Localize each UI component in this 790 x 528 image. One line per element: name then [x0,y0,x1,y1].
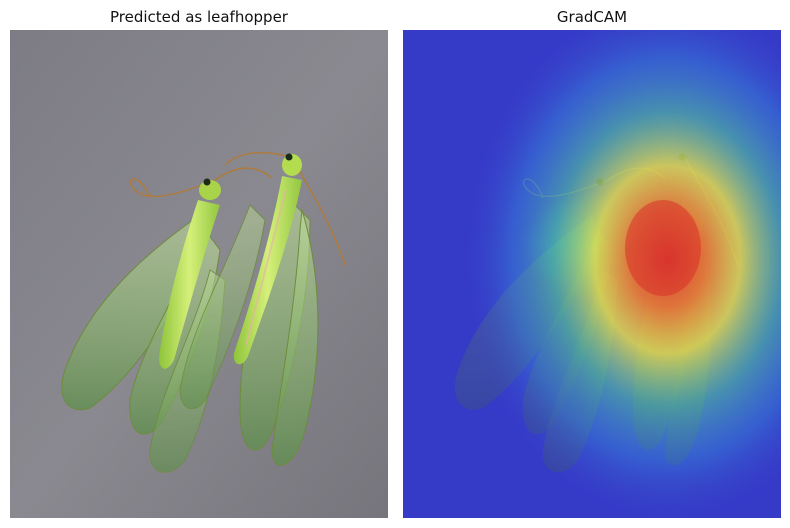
lacewing-photo [10,30,388,518]
right-insect-wings [179,199,319,466]
original-photo [10,30,388,518]
right-insect-body [233,153,302,365]
gradcam-heatmap [403,30,781,518]
left-insect-body [159,178,221,369]
left-panel-title: Predicted as leafhopper [110,8,288,26]
gradcam-overlay [403,30,781,518]
primary-activation [403,30,781,518]
right-panel-title: GradCAM [556,8,628,26]
peak-activation [625,200,701,296]
